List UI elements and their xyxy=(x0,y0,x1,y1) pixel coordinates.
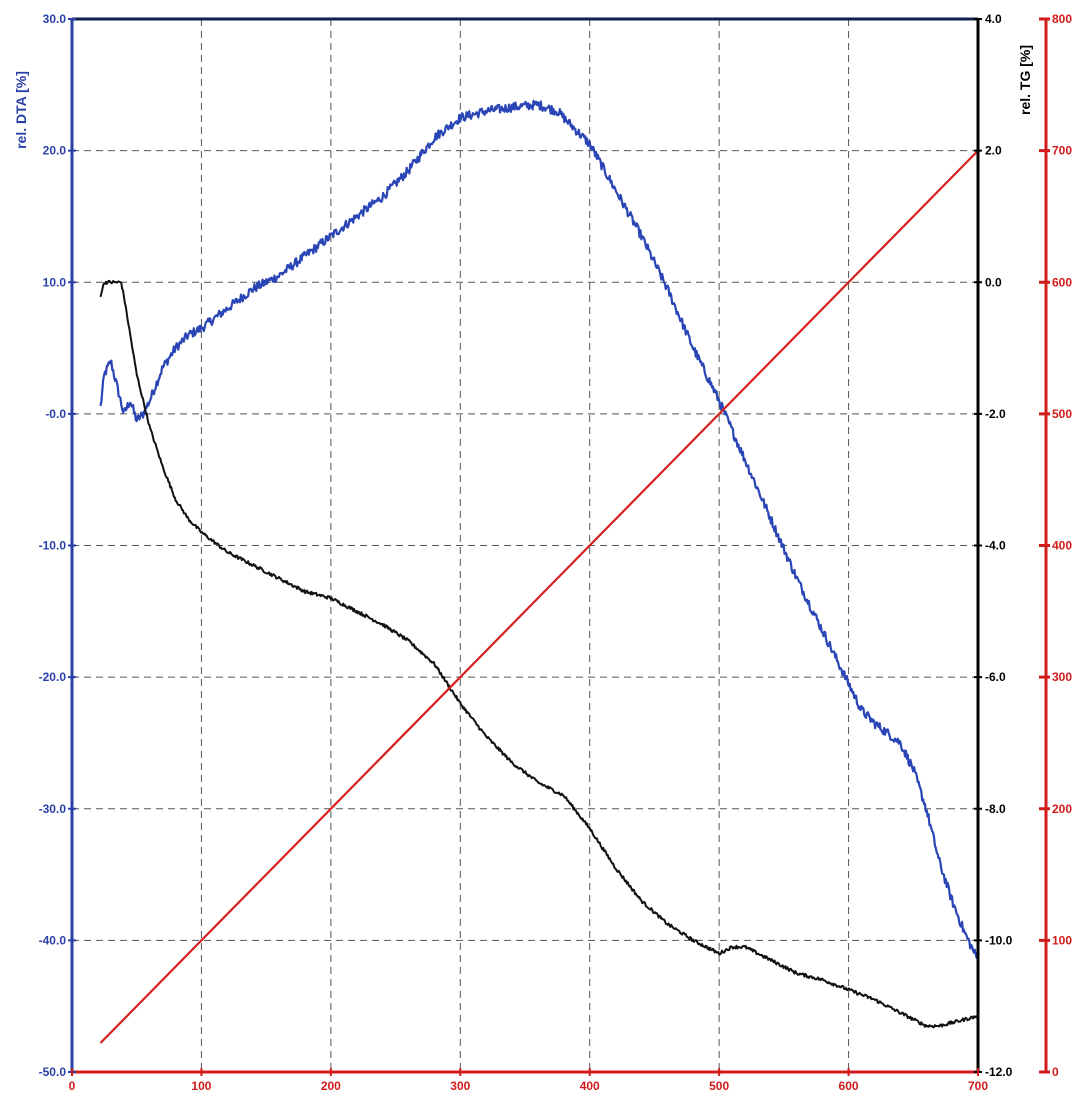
tg-tick-label: -12.0 xyxy=(985,1065,1013,1079)
dta-tick-label: -30.0 xyxy=(39,802,67,816)
tg-axis-title: rel. TG [%] xyxy=(1017,45,1033,115)
tg-curve xyxy=(99,279,979,1029)
tg-tick-label: -8.0 xyxy=(985,802,1006,816)
x-tick-label: 300 xyxy=(450,1079,470,1093)
temperature-line xyxy=(99,149,979,1044)
plot-series xyxy=(99,99,979,1044)
grid xyxy=(72,19,978,1072)
temperature-tick-label: 300 xyxy=(1052,670,1072,684)
tg-tick-label: 2.0 xyxy=(985,144,1002,158)
dta-tick-label: -10.0 xyxy=(39,539,67,553)
tg-tick-label: 4.0 xyxy=(985,12,1002,26)
x-tick-label: 500 xyxy=(709,1079,729,1093)
temperature-tick-label: 0 xyxy=(1052,1065,1059,1079)
tg-tick-label: -6.0 xyxy=(985,670,1006,684)
temperature-tick-label: 400 xyxy=(1052,539,1072,553)
dta-tick-label: -0.0 xyxy=(45,407,66,421)
tg-tick-label: -2.0 xyxy=(985,407,1006,421)
dta-tick-label: -40.0 xyxy=(39,933,67,947)
x-tick-label: 700 xyxy=(968,1079,988,1093)
dta-tick-label: 30.0 xyxy=(43,12,67,26)
temperature-tick-label: 600 xyxy=(1052,275,1072,289)
tg-tick-label: 0.0 xyxy=(985,275,1002,289)
x-tick-label: 400 xyxy=(580,1079,600,1093)
dta-tick-label: 10.0 xyxy=(43,275,67,289)
temperature-tick-label: 200 xyxy=(1052,802,1072,816)
temperature-tick-label: 100 xyxy=(1052,933,1072,947)
x-tick-label: 100 xyxy=(191,1079,211,1093)
tick-labels: 30.0 20.0 10.0 -0.0 -10.0 -20.0 -30.0 -40.0 -50.… xyxy=(39,12,1073,1093)
temperature-tick-label: 500 xyxy=(1052,407,1072,421)
tg-tick-label: -10.0 xyxy=(985,933,1013,947)
dta-tick-label: -20.0 xyxy=(39,670,67,684)
axes xyxy=(68,17,1050,1076)
dta-axis-title: rel. DTA [%] xyxy=(13,71,29,149)
temperature-tick-label: 700 xyxy=(1052,144,1072,158)
dta-curve xyxy=(99,99,978,959)
tg-tick-label: -4.0 xyxy=(985,539,1006,553)
temperature-tick-label: 800 xyxy=(1052,12,1072,26)
dta-tick-label: -50.0 xyxy=(39,1065,67,1079)
dta-tick-label: 20.0 xyxy=(43,144,67,158)
x-tick-label: 600 xyxy=(839,1079,859,1093)
x-tick-label: 0 xyxy=(69,1079,76,1093)
x-tick-label: 200 xyxy=(321,1079,341,1093)
